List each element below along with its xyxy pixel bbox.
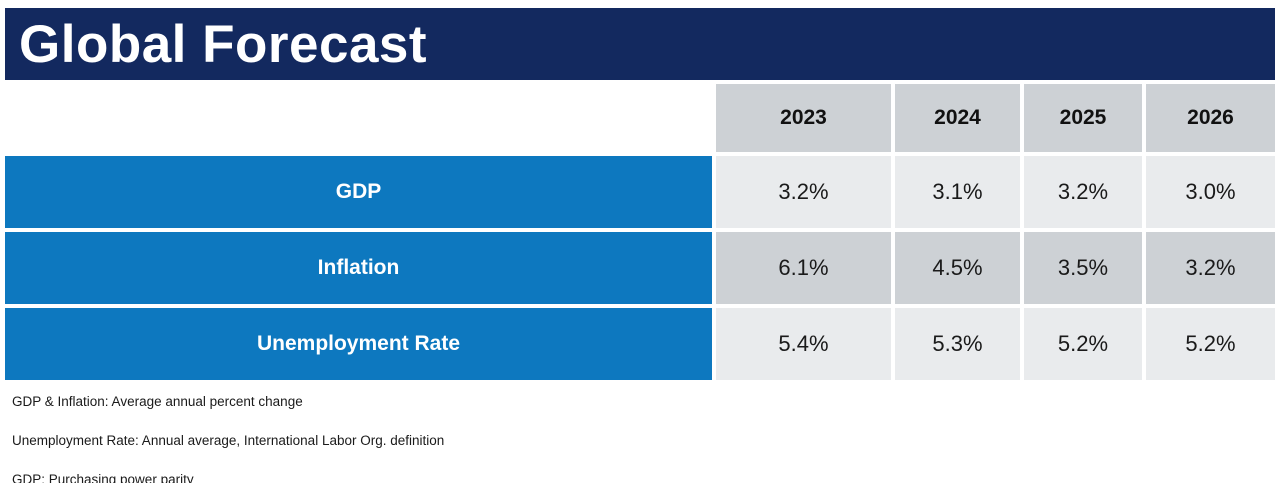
inflation-2023-value: 6.1% [716,232,891,304]
table-row-gdp: GDP 3.2% 3.1% 3.2% 3.0% [5,156,1275,228]
footnote-unemployment: Unemployment Rate: Annual average, Inter… [12,433,445,448]
row-label-unemployment: Unemployment Rate [5,308,712,380]
table-row-inflation: Inflation 6.1% 4.5% 3.5% 3.2% [5,232,1275,304]
gdp-2024-value: 3.1% [895,156,1020,228]
year-header-2023: 2023 [716,84,891,152]
inflation-2025-value: 3.5% [1024,232,1142,304]
title-banner: Global Forecast [5,8,1275,80]
forecast-table: 2023 2024 2025 2026 GDP 3.2% 3.1% 3.2% 3… [1,80,1279,384]
row-label-gdp: GDP [5,156,712,228]
unemployment-2026-value: 5.2% [1146,308,1275,380]
year-header-2024: 2024 [895,84,1020,152]
gdp-2026-value: 3.0% [1146,156,1275,228]
inflation-2026-value: 3.2% [1146,232,1275,304]
header-spacer-cell [5,84,712,152]
gdp-2023-value: 3.2% [716,156,891,228]
footnotes: GDP & Inflation: Average annual percent … [12,392,1280,483]
unemployment-2023-value: 5.4% [716,308,891,380]
year-header-2025: 2025 [1024,84,1142,152]
row-label-inflation: Inflation [5,232,712,304]
footnote-gdp-ppp: GDP: Purchasing power parity [12,472,194,483]
unemployment-2025-value: 5.2% [1024,308,1142,380]
year-header-2026: 2026 [1146,84,1275,152]
table-header-row: 2023 2024 2025 2026 [5,84,1275,152]
gdp-2025-value: 3.2% [1024,156,1142,228]
footnote-gdp-inflation: GDP & Inflation: Average annual percent … [12,394,303,409]
unemployment-2024-value: 5.3% [895,308,1020,380]
inflation-2024-value: 4.5% [895,232,1020,304]
table-row-unemployment: Unemployment Rate 5.4% 5.3% 5.2% 5.2% [5,308,1275,380]
page-title: Global Forecast [19,14,428,74]
